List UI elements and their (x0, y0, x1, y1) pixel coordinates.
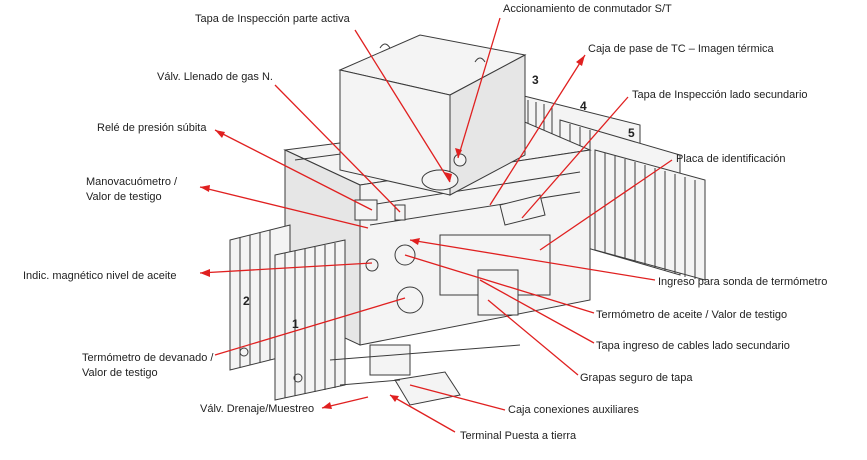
label-termometro-devanado-line1: Termómetro de devanado / (82, 352, 214, 364)
label-manovacuometro-line1: Manovacuómetro / (86, 176, 178, 188)
label-ingreso-sonda: Ingreso para sonda de termómetro (658, 276, 827, 288)
label-termometro-devanado-line2: Valor de testigo (82, 367, 158, 379)
radiator-number-5: 5 (628, 126, 635, 140)
arrowhead (390, 395, 399, 402)
label-manovacuometro-line2: Valor de testigo (86, 191, 162, 203)
label-accionamiento-conmutador: Accionamiento de conmutador S/T (503, 3, 672, 15)
leader-termometro-aceite (404, 254, 595, 314)
arrowhead (455, 148, 462, 158)
labels: Tapa de Inspección parte activa Accionam… (23, 3, 827, 442)
radiator-number-1: 1 (292, 317, 299, 331)
arrowhead (576, 55, 585, 66)
leader-accionamiento (457, 17, 501, 159)
radiator-number-4: 4 (580, 99, 587, 113)
transformer-drawing (229, 34, 706, 406)
label-caja-pase-tc: Caja de pase de TC – Imagen térmica (588, 43, 775, 55)
leader-valv-llenado (274, 84, 401, 213)
leader-grapas (487, 299, 579, 376)
arrowhead (444, 172, 452, 182)
label-termometro-aceite: Termómetro de aceite / Valor de testigo (596, 309, 787, 321)
leader-caja-pase-tc (489, 54, 586, 206)
label-valv-llenado: Válv. Llenado de gas N. (157, 71, 273, 83)
leader-rele-presion (214, 129, 373, 211)
front-accessories (329, 199, 521, 406)
label-tapa-inspeccion-secundario: Tapa de Inspección lado secundario (632, 89, 808, 101)
label-placa-identificacion: Placa de identificación (676, 153, 785, 165)
leader-indic-magnetico (199, 262, 373, 274)
leader-ingreso-sonda (409, 239, 656, 281)
label-grapas-seguro: Grapas seguro de tapa (580, 372, 693, 384)
arrowhead (200, 269, 210, 277)
radiator-number-2: 2 (243, 294, 250, 308)
radiator-left-group (229, 224, 346, 401)
arrowhead (322, 402, 332, 409)
leader-manovacuometro (199, 186, 369, 229)
label-indic-magnetico: Indic. magnético nivel de aceite (23, 270, 176, 282)
arrowhead (200, 185, 210, 192)
arrowhead (215, 130, 225, 138)
label-terminal-tierra: Terminal Puesta a tierra (460, 430, 577, 442)
leader-tapa-inspeccion-activa (354, 29, 451, 183)
leader-terminal-tierra (389, 394, 456, 433)
label-caja-conexiones: Caja conexiones auxiliares (508, 404, 639, 416)
leader-tapa-inspeccion-secundario (521, 96, 629, 219)
radiator-number-3: 3 (532, 73, 539, 87)
arrowhead (410, 238, 420, 245)
label-tapa-ingreso-cables: Tapa ingreso de cables lado secundario (596, 340, 790, 352)
leader-tapa-cables (479, 279, 595, 344)
leader-caja-conexiones (409, 384, 506, 411)
label-tapa-inspeccion-activa: Tapa de Inspección parte activa (195, 13, 351, 25)
label-valv-drenaje: Válv. Drenaje/Muestreo (200, 403, 314, 415)
leader-lines (199, 17, 673, 433)
leader-placa (539, 159, 673, 251)
leader-termometro-devanado (214, 297, 406, 356)
label-rele-presion: Relé de presión súbita (97, 122, 207, 134)
